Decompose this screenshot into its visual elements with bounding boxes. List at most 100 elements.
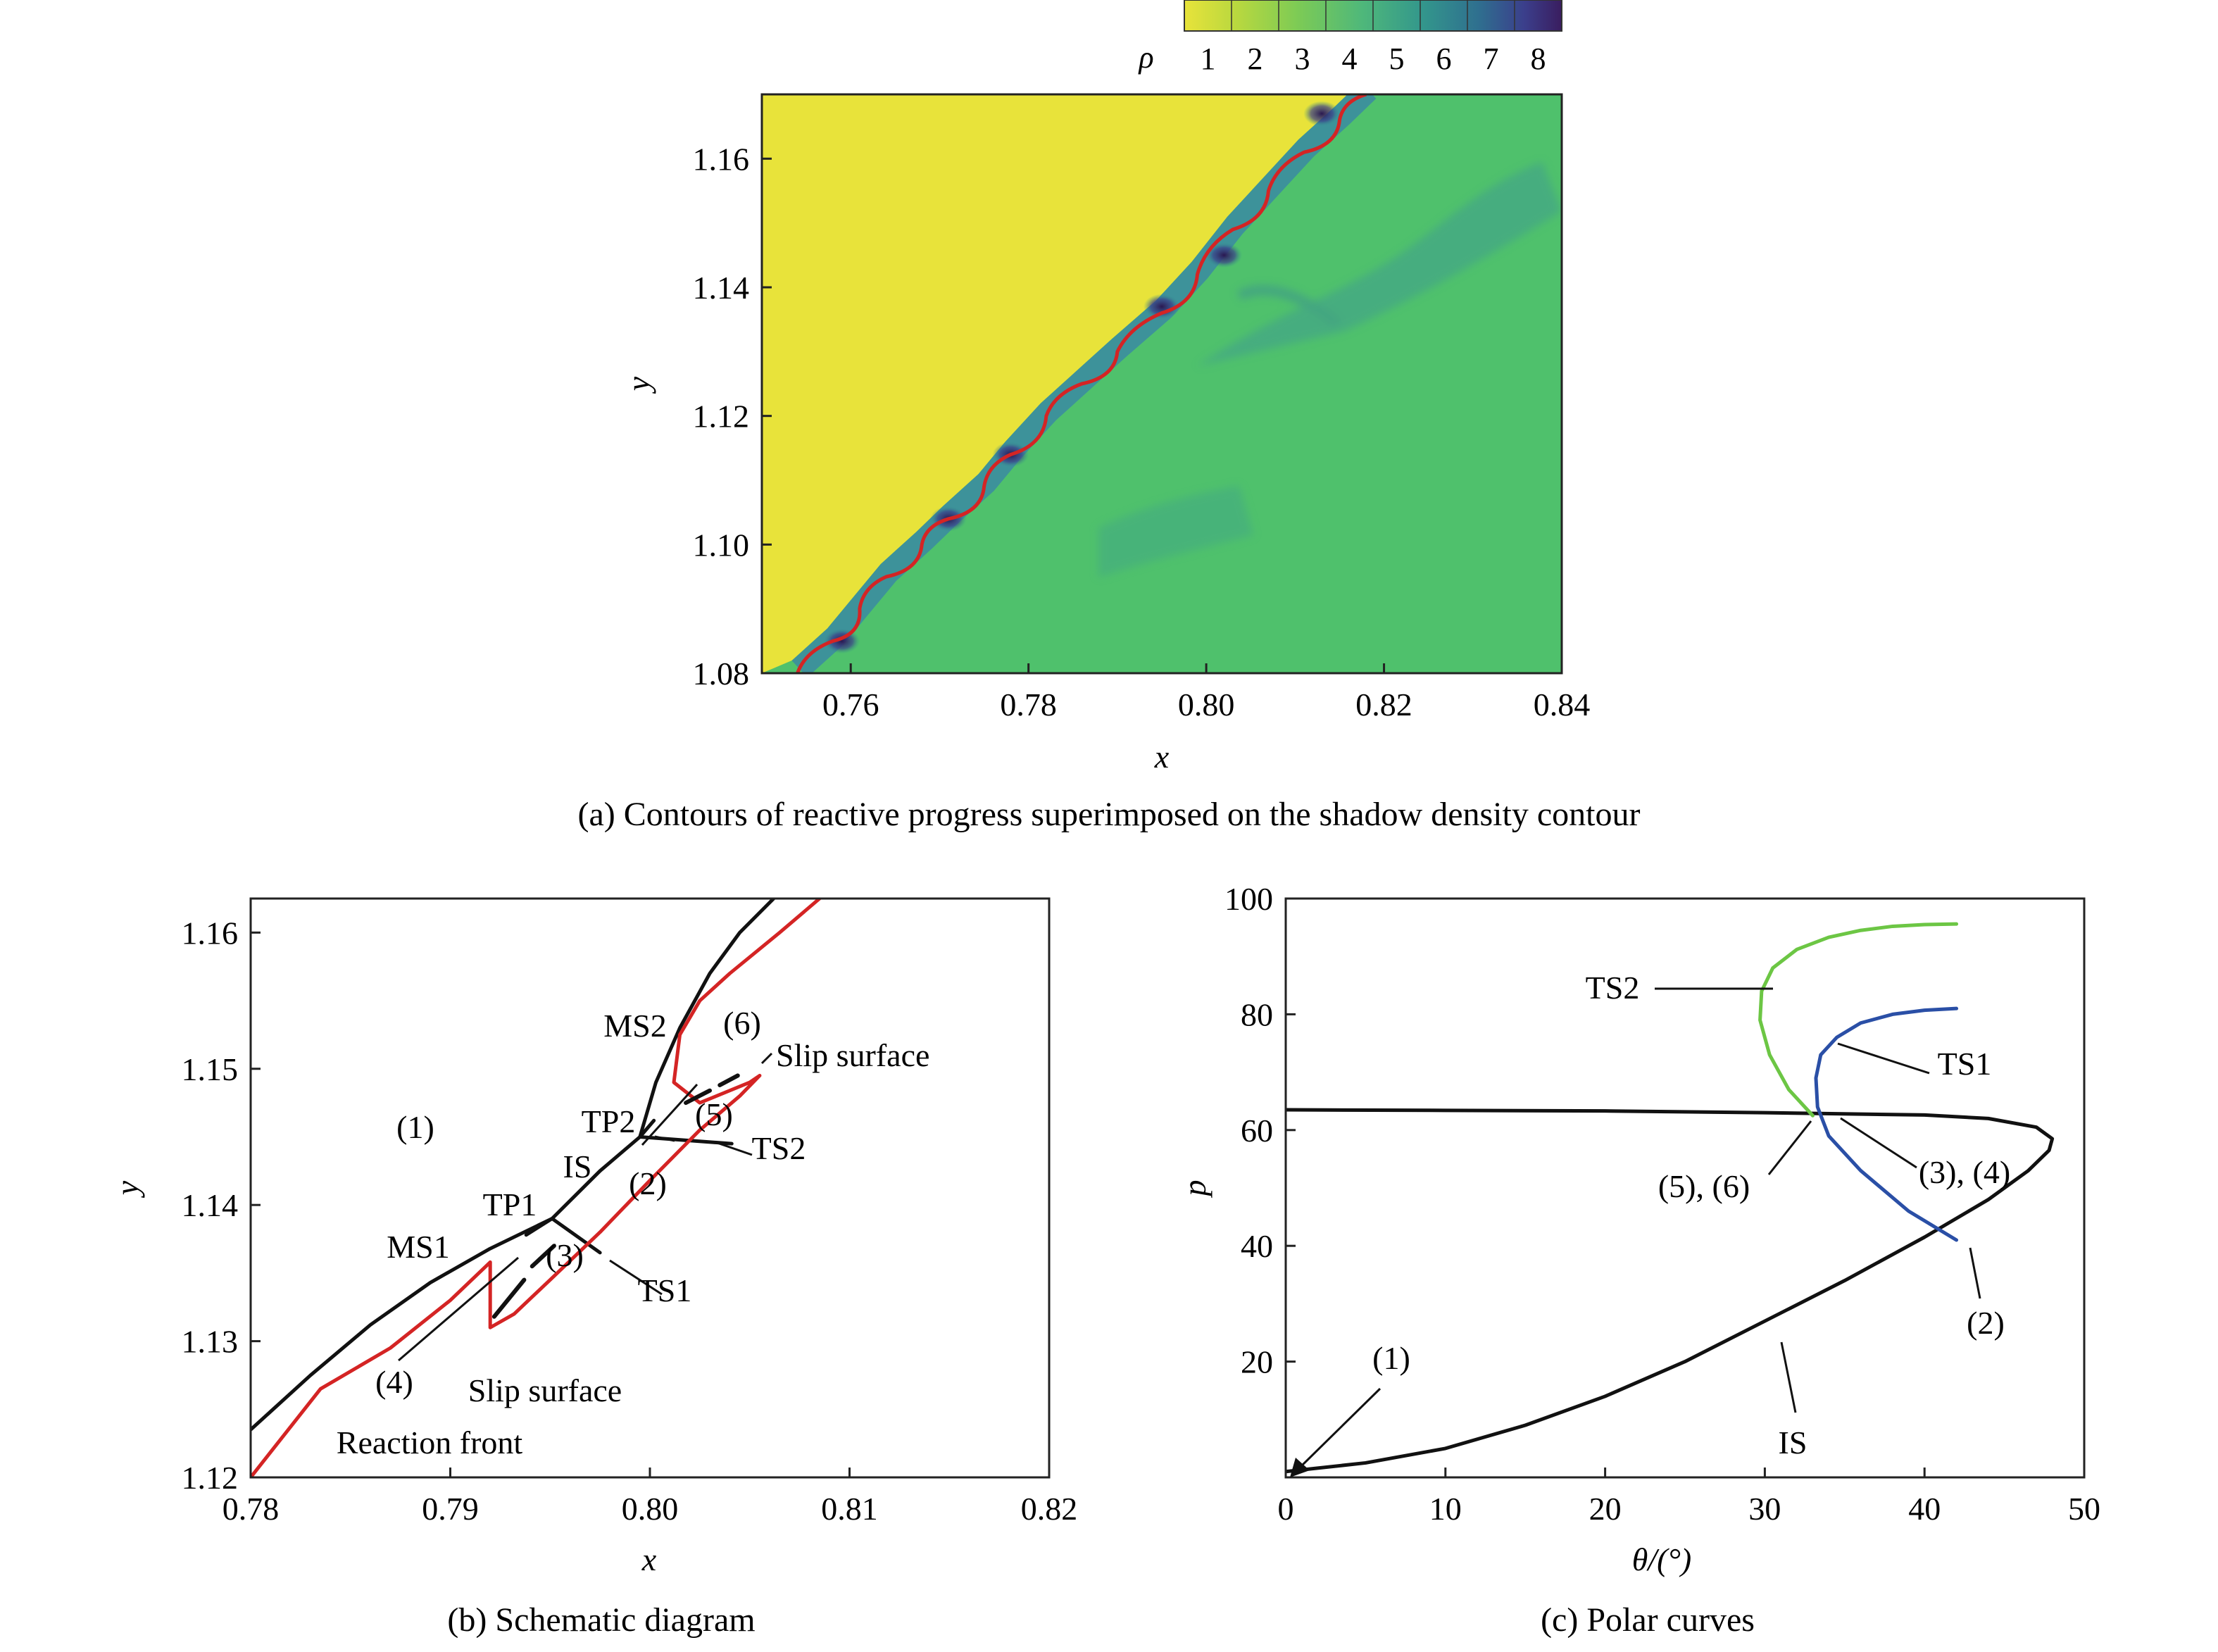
y-tick-label: 1.14: [693, 270, 750, 306]
reaction-front-contour: [796, 94, 1367, 673]
y-tick-label: 1.16: [693, 141, 750, 177]
series-ms2-base: [638, 1118, 656, 1139]
colorbar-tick-label: 6: [1436, 42, 1452, 76]
colorbar-tick-label: 2: [1248, 42, 1263, 76]
polar-curve-ts1: [1814, 1006, 1959, 1242]
labels-b: (1) (2) (3) (4) (5) (6) MS1 MS2 TP1 TP2 …: [337, 1005, 930, 1460]
series-ms1-is-ms2: [251, 899, 776, 1432]
y-tick-label: 80: [1241, 996, 1273, 1032]
label-region-2: (2): [629, 1165, 667, 1201]
x-tick-label: 40: [1908, 1491, 1941, 1527]
x-tick-label: 0.82: [1021, 1491, 1078, 1527]
label-point-3-4: (3), (4): [1919, 1154, 2010, 1190]
panel-c: 0 10 20 30 40 50 20 40 60 80 100 TS2 TS1 (5), (6) …: [1177, 881, 2100, 1639]
label-ms1: MS1: [387, 1229, 449, 1265]
triple-point-blob: [1205, 242, 1243, 268]
x-tick-label: 0.84: [1534, 687, 1591, 722]
x-tick-label: 10: [1429, 1491, 1462, 1527]
x-tick-label: 0.82: [1355, 687, 1412, 722]
label-region-1: (1): [396, 1109, 434, 1145]
caption-b: (b) Schematic diagram: [447, 1601, 755, 1639]
x-axis-label-a: x: [1154, 739, 1170, 775]
series-reaction-front: [251, 899, 822, 1477]
polar-curve-is: [1286, 1108, 2055, 1474]
y-tick-label: 1.10: [693, 527, 750, 563]
label-point-2: (2): [1967, 1305, 2005, 1341]
colorbar-tick-label: 7: [1484, 42, 1499, 76]
label-tp2: TP2: [582, 1103, 636, 1139]
x-tick-label: 50: [2068, 1491, 2100, 1527]
series-slip-surface-lower-b: [530, 1244, 556, 1269]
label-ts1: TS1: [638, 1272, 692, 1308]
panel-b: 0.78 0.79 0.80 0.81 0.82 1.12 1.13 1.14 1.15 1.16…: [109, 897, 1078, 1639]
series-tp1-tick: [524, 1217, 554, 1237]
triple-point-blob: [1144, 294, 1180, 320]
y-axis-label-a: y: [620, 376, 656, 394]
colorbar-tick-label: 8: [1531, 42, 1546, 76]
x-tick-label: 0.78: [1000, 687, 1057, 722]
y-tick-label: 60: [1241, 1113, 1273, 1149]
label-point-5-6: (5), (6): [1658, 1168, 1750, 1204]
label-point-1: (1): [1372, 1340, 1410, 1376]
label-region-3: (3): [546, 1237, 584, 1273]
label-slip-surface-upper: Slip surface: [776, 1037, 929, 1073]
y-axis-label-b: y: [109, 1180, 145, 1198]
heatmap: [762, 94, 1562, 673]
series-ts1: [550, 1217, 602, 1255]
y-tick-label: 1.15: [182, 1051, 239, 1087]
x-tick-label: 20: [1589, 1491, 1622, 1527]
x-axis-label-c: θ/(°): [1632, 1541, 1691, 1577]
plot-frame-c: [1284, 897, 2086, 1479]
y-tick-label: 20: [1241, 1344, 1273, 1380]
triple-point-blob: [1303, 101, 1341, 127]
annotation-lines-c: [1655, 987, 1981, 1413]
label-ms2: MS2: [603, 1008, 666, 1044]
y-tick-label: 1.14: [182, 1187, 239, 1223]
label-tp1: TP1: [483, 1187, 537, 1222]
caption-c: (c) Polar curves: [1541, 1601, 1755, 1639]
x-tick-label: 0.79: [422, 1491, 479, 1527]
polar-curve-ts2: [1758, 922, 1959, 1118]
label-region-6: (6): [723, 1005, 761, 1041]
x-tick-label: 0.80: [1178, 687, 1235, 722]
label-ts2-curve: TS2: [1586, 970, 1640, 1006]
x-tick-label: 30: [1748, 1491, 1781, 1527]
series-slip-surface-lower: [491, 1277, 527, 1319]
x-tick-label: 0.80: [622, 1491, 679, 1527]
colorbar-label: ρ: [1137, 40, 1153, 75]
origin-arrow: [1290, 1387, 1381, 1477]
unburned-region: [762, 94, 1389, 673]
y-tick-label: 1.12: [182, 1460, 239, 1496]
density-shading: [1098, 162, 1562, 577]
y-tick-label: 1.08: [693, 656, 750, 692]
caption-a: (a) Contours of reactive progress superi…: [578, 796, 1641, 833]
label-slip-surface-lower: Slip surface: [468, 1372, 622, 1408]
label-region-4: (4): [375, 1364, 413, 1400]
x-tick-label: 0.81: [821, 1491, 878, 1527]
x-tick-label: 0.78: [223, 1491, 280, 1527]
y-tick-label: 100: [1224, 881, 1273, 917]
y-tick-label: 1.16: [182, 915, 239, 951]
labels-c: TS2 TS1 (5), (6) (3), (4) (2) (1) IS: [1372, 970, 2010, 1460]
colorbar-tick-label: 3: [1295, 42, 1310, 76]
plot-frame-a: [760, 93, 1563, 675]
label-reaction-front: Reaction front: [337, 1425, 523, 1460]
label-is-curve: IS: [1779, 1425, 1807, 1460]
label-ts1-curve: TS1: [1938, 1046, 1992, 1082]
y-tick-label: 1.12: [693, 399, 750, 434]
x-tick-label: 0.76: [822, 687, 879, 722]
label-region-5: (5): [695, 1096, 733, 1132]
colorbar-tick-label: 4: [1342, 42, 1358, 76]
series-slip-surface-upper-b: [718, 1073, 740, 1087]
series-slip-surface-upper: [684, 1088, 713, 1106]
label-ts2: TS2: [752, 1130, 806, 1166]
y-tick-label: 1.13: [182, 1324, 239, 1360]
annotation-lines-b: [398, 1052, 773, 1362]
colorbar-tick-label: 1: [1201, 42, 1216, 76]
label-is: IS: [563, 1149, 592, 1184]
colorbar-tick-label: 5: [1389, 42, 1405, 76]
x-axis-label-b: x: [641, 1541, 657, 1577]
